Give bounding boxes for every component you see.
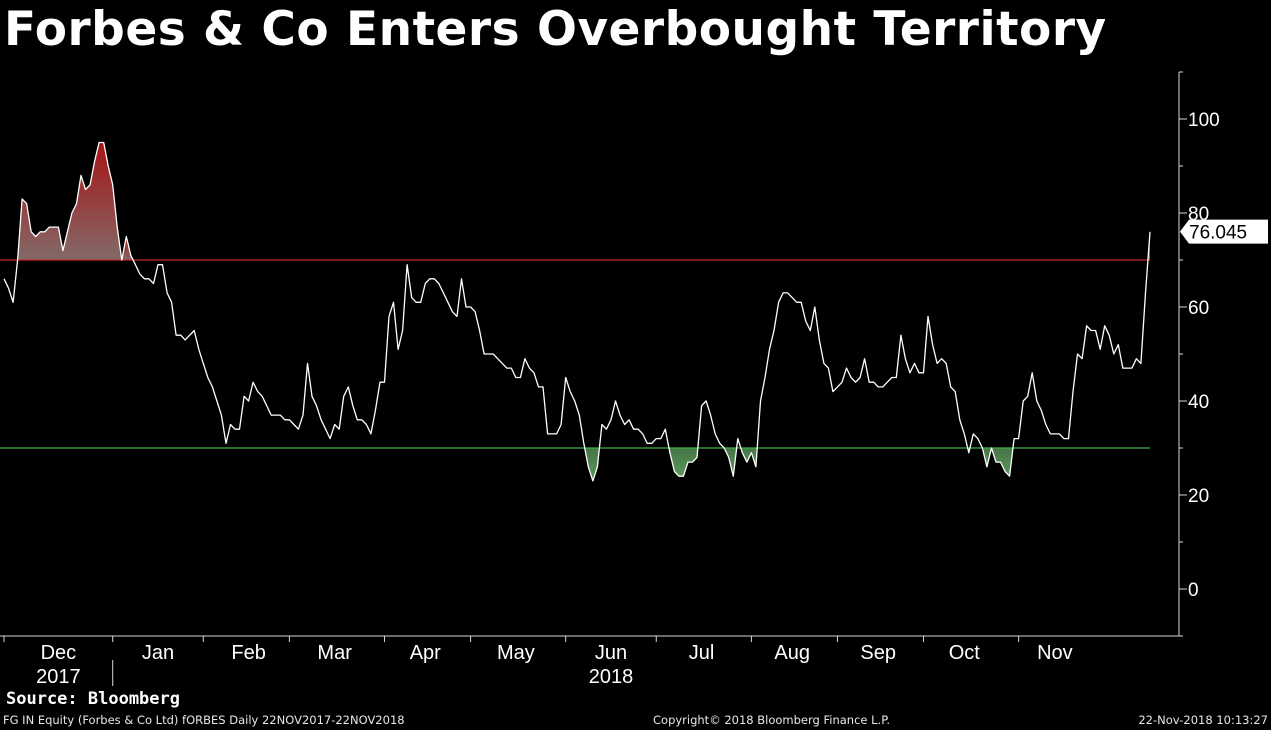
x-month-label: Dec — [41, 642, 77, 664]
y-tick-label: 60 — [1188, 298, 1209, 319]
overbought-fill — [17, 142, 122, 260]
source-note: Source: Bloomberg — [6, 689, 180, 709]
x-month-label: Sep — [860, 642, 896, 664]
footer-copyright: Copyright© 2018 Bloomberg Finance L.P. — [653, 713, 890, 727]
footer-timestamp: 22-Nov-2018 10:13:27 — [1138, 713, 1268, 727]
y-tick-label: 0 — [1188, 580, 1199, 601]
x-month-label: Apr — [410, 642, 441, 664]
footer-ticker-info: FG IN Equity (Forbes & Co Ltd) fORBES Da… — [3, 713, 405, 727]
x-month-label: Nov — [1037, 642, 1073, 664]
oversold-fill — [584, 448, 600, 481]
x-year-label: 2017 — [36, 666, 81, 688]
y-tick-label: 40 — [1188, 392, 1209, 413]
last-value-tag — [1180, 219, 1268, 244]
x-month-label: Aug — [774, 642, 810, 664]
x-axis: Dec Jan Feb Mar Apr May Jun Jul Aug Sep Oct Nov 2017… — [0, 635, 1179, 688]
oversold-fill — [982, 448, 992, 467]
axis-lines — [0, 259, 1150, 449]
x-month-label: Jun — [595, 642, 627, 664]
x-month-label: Mar — [317, 642, 352, 664]
rsi-line — [3, 141, 1151, 482]
y-tick-label: 20 — [1188, 486, 1209, 507]
oversold-fill — [669, 448, 698, 477]
rsi-series — [3, 141, 1151, 482]
x-year-label: 2018 — [589, 666, 634, 688]
oversold-fill — [991, 448, 1013, 477]
x-month-label: Jan — [142, 642, 174, 664]
threshold-fills — [17, 142, 1150, 481]
x-month-label: Oct — [949, 642, 981, 664]
x-month-label: Feb — [231, 642, 265, 664]
chart-title: Forbes & Co Enters Overbought Territory — [4, 2, 1107, 57]
x-month-label: May — [497, 642, 535, 664]
last-value-label: 76.045 — [1189, 223, 1247, 244]
y-tick-label: 100 — [1188, 110, 1220, 131]
x-month-label: Jul — [689, 642, 715, 664]
